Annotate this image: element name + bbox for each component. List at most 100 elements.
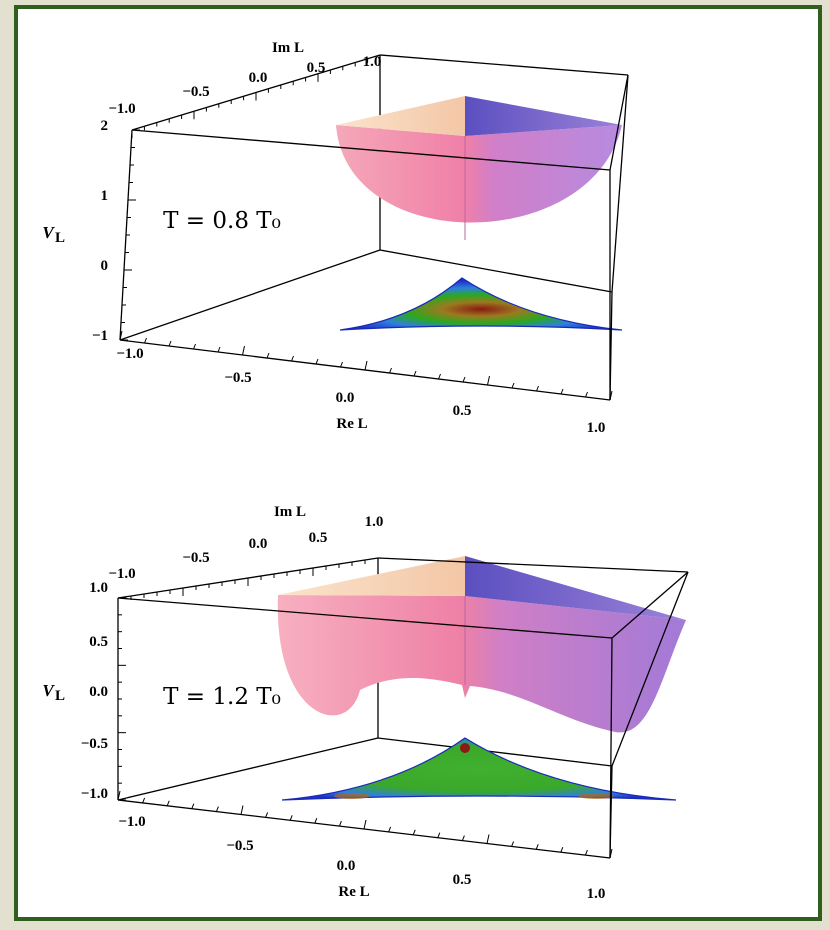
- rel-tick-mark: [168, 340, 172, 347]
- rel-tick-label: −0.5: [224, 370, 251, 386]
- rel-tick-mark: [536, 385, 539, 392]
- surface-rim-left: [278, 556, 465, 596]
- vl-tick-label: 0.5: [89, 634, 108, 650]
- iml-axis-label: Im L: [272, 40, 304, 56]
- rel-tick-label: 0.5: [453, 872, 472, 888]
- vl-axis-label: V: [42, 681, 55, 700]
- temperature-annotation: T = 1.2 T₀: [163, 684, 281, 710]
- vl-tick-label: −0.5: [81, 736, 108, 752]
- rel-tick-mark: [338, 820, 342, 827]
- rel-tick-mark: [266, 352, 270, 359]
- vl-axis-label: V: [42, 223, 55, 242]
- surface-rim-right: [465, 556, 686, 620]
- contour-projection: [339, 277, 623, 331]
- iml-tick-label: 0.5: [307, 60, 326, 76]
- rel-tick-mark: [560, 388, 564, 395]
- rel-tick-label: −0.5: [226, 838, 253, 854]
- rel-tick-mark: [315, 358, 319, 365]
- vl-tick-label: 1: [101, 188, 109, 204]
- contour-maximum-spot: [460, 743, 470, 753]
- rel-tick-mark: [242, 345, 245, 356]
- vl-tick-label: −1.0: [81, 786, 108, 802]
- box-back-edge: [377, 737, 613, 767]
- rel-tick-mark: [511, 382, 515, 389]
- box-front-edge: [609, 637, 613, 859]
- rel-tick-mark: [487, 375, 490, 386]
- vl-tick-label: 2: [101, 118, 109, 134]
- rel-tick-mark: [535, 844, 539, 850]
- rel-tick-mark: [511, 841, 515, 847]
- iml-tick-label: 0.5: [309, 530, 328, 546]
- chart-panel-2: −1.0 −0.5 0.0 0.5 1.0 Re L −1.0 −0.5 0.0 0.5 1.0 Im…: [42, 504, 689, 902]
- rel-tick-mark: [609, 390, 613, 401]
- rel-tick-label: 0.5: [453, 403, 472, 419]
- chart-panel-1: −1.0 −0.5 0.0 0.5 1.0 Re L −1.0 −0.5 0.0 0.5 1.0 Im…: [42, 40, 629, 436]
- contour-minimum-spot: [334, 793, 370, 799]
- rel-tick-mark: [609, 848, 613, 859]
- rel-tick-mark: [193, 343, 196, 350]
- rel-tick-mark: [585, 391, 588, 398]
- rel-tick-mark: [412, 829, 416, 835]
- rel-tick-label: 0.0: [337, 858, 356, 874]
- box-back-edge: [117, 737, 379, 801]
- rel-tick-label: 0.0: [336, 390, 355, 406]
- vl-tick-label: 0: [101, 258, 109, 274]
- iml-tick-label: −0.5: [182, 84, 209, 100]
- iml-tick-label: 0.0: [249, 70, 268, 86]
- rel-tick-mark: [437, 832, 441, 838]
- rel-tick-mark: [217, 346, 221, 353]
- vl-tick-label: −1: [92, 328, 108, 344]
- rel-tick-mark: [166, 800, 170, 806]
- rel-tick-mark: [486, 834, 490, 844]
- rel-tick-mark: [462, 376, 466, 383]
- rel-tick-mark: [240, 805, 244, 815]
- iml-tick-label: −0.5: [182, 550, 209, 566]
- surface-rim-right: [465, 96, 622, 136]
- contour-minimum-spot: [578, 793, 614, 799]
- rel-tick-mark: [388, 826, 392, 833]
- box-front-edge: [611, 74, 629, 293]
- box-front-edge: [609, 74, 629, 171]
- rel-tick-mark: [215, 806, 219, 812]
- rel-tick-mark: [461, 835, 465, 841]
- box-front-edge: [611, 571, 689, 767]
- box-back-edge: [379, 249, 613, 293]
- box-front-edge: [131, 129, 611, 171]
- rel-tick-mark: [413, 370, 417, 377]
- rel-tick-mark: [560, 847, 564, 853]
- rel-tick-mark: [389, 367, 392, 374]
- rel-tick-mark: [584, 849, 588, 856]
- rel-tick-label: −1.0: [118, 814, 145, 830]
- rel-tick-mark: [363, 819, 367, 830]
- rel-tick-mark: [438, 373, 441, 380]
- vl-tick-label: 0.0: [89, 684, 108, 700]
- rel-tick-mark: [265, 812, 269, 818]
- box-back-edge: [119, 249, 381, 341]
- rel-axis-label: Re L: [338, 884, 369, 900]
- iml-tick-label: −1.0: [108, 101, 135, 117]
- rel-tick-mark: [142, 797, 146, 804]
- rel-axis-label: Re L: [336, 416, 367, 432]
- box-front-edge: [117, 597, 613, 639]
- rel-tick-mark: [340, 361, 343, 368]
- iml-axis-label: Im L: [274, 504, 306, 520]
- iml-tick-label: 1.0: [365, 514, 384, 530]
- box-front-edge: [379, 54, 629, 76]
- rel-tick-mark: [314, 818, 318, 824]
- rel-tick-mark: [117, 790, 121, 801]
- iml-tick-label: 1.0: [363, 54, 382, 70]
- box-front-edge: [611, 571, 689, 639]
- surface-rim-left: [336, 96, 465, 136]
- rel-tick-mark: [291, 355, 294, 362]
- temperature-annotation: T = 0.8 T₀: [163, 208, 281, 234]
- vl-axis-label-subscript: L: [55, 688, 65, 704]
- vl-tick-label: 1.0: [89, 580, 108, 596]
- potential-surface: [336, 125, 622, 223]
- rel-tick-mark: [119, 330, 123, 341]
- rel-tick-label: −1.0: [116, 346, 143, 362]
- potential-surface: [277, 595, 686, 733]
- contour-projection: [281, 737, 677, 801]
- rel-tick-mark: [289, 815, 293, 821]
- rel-tick-mark: [144, 337, 147, 344]
